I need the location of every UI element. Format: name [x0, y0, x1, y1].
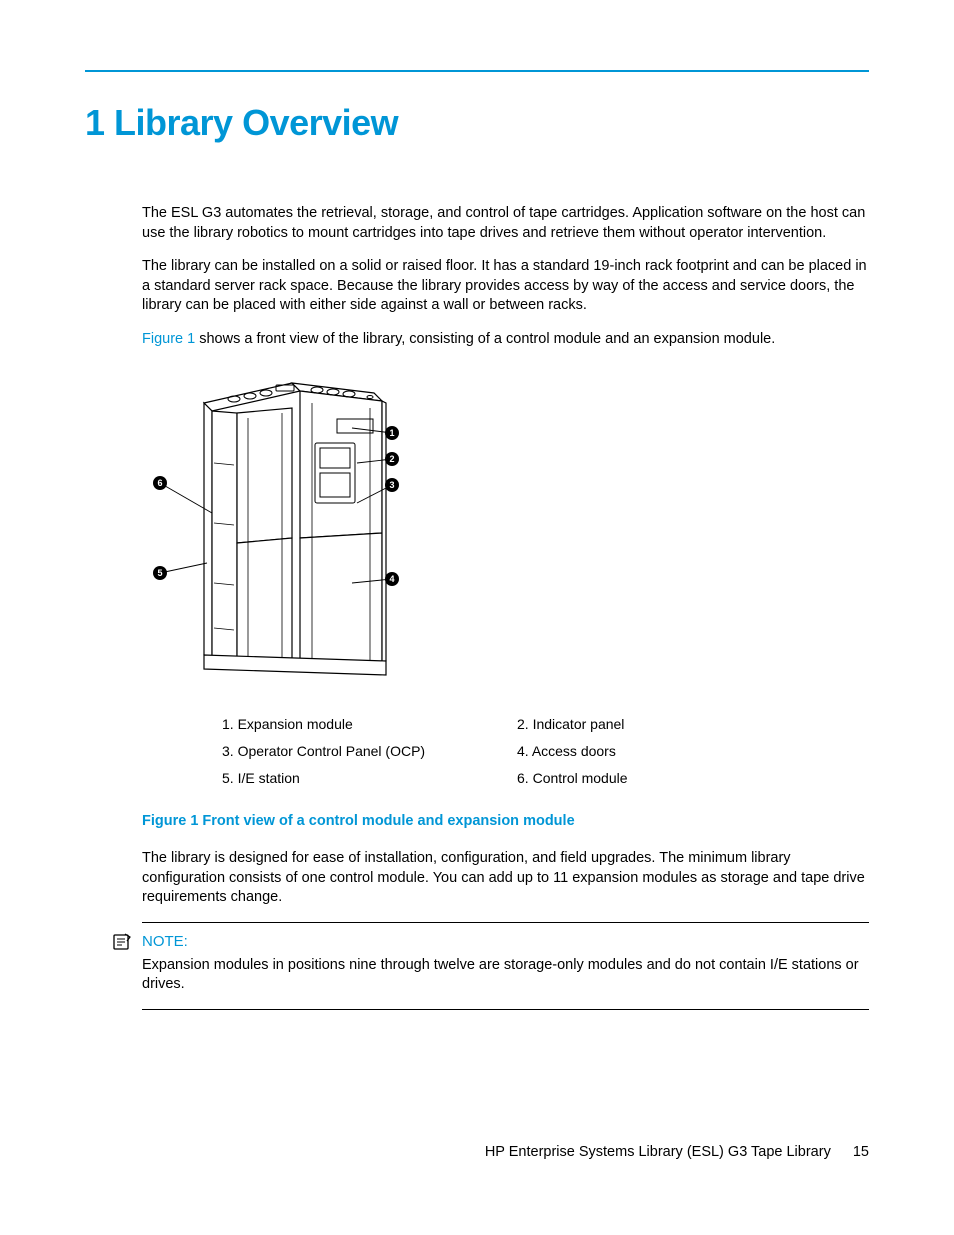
- page-footer: HP Enterprise Systems Library (ESL) G3 T…: [485, 1144, 869, 1160]
- legend-item-5: 5. I/E station: [222, 765, 517, 792]
- figure-1: 1 2 3 4 5 6 1. Expansion module 2. Indicator …: [142, 363, 869, 791]
- svg-text:5: 5: [157, 568, 162, 578]
- paragraph-3: Figure 1 shows a front view of the libra…: [142, 330, 869, 350]
- paragraph-3-rest: shows a front view of the library, consi…: [195, 331, 775, 347]
- svg-text:2: 2: [389, 454, 394, 464]
- note-block: NOTE: Expansion modules in positions nin…: [142, 922, 869, 1010]
- svg-text:4: 4: [389, 574, 394, 584]
- legend-item-4: 4. Access doors: [517, 738, 777, 765]
- chapter-title: 1 Library Overview: [85, 102, 869, 144]
- legend-item-6: 6. Control module: [517, 765, 777, 792]
- figure-1-diagram: 1 2 3 4 5 6: [142, 363, 432, 693]
- top-rule: [85, 70, 869, 72]
- note-text: Expansion modules in positions nine thro…: [142, 956, 869, 995]
- svg-text:6: 6: [157, 478, 162, 488]
- figure-caption: Figure 1 Front view of a control module …: [142, 813, 869, 829]
- svg-text:1: 1: [389, 428, 394, 438]
- footer-page-number: 15: [853, 1144, 869, 1160]
- paragraph-2: The library can be installed on a solid …: [142, 257, 869, 316]
- legend-item-3: 3. Operator Control Panel (OCP): [222, 738, 517, 765]
- note-label: NOTE:: [142, 933, 869, 950]
- legend-item-1: 1. Expansion module: [222, 711, 517, 738]
- svg-text:3: 3: [389, 480, 394, 490]
- paragraph-1: The ESL G3 automates the retrieval, stor…: [142, 204, 869, 243]
- figure-legend: 1. Expansion module 2. Indicator panel 3…: [222, 711, 869, 791]
- figure-ref-link[interactable]: Figure 1: [142, 331, 195, 347]
- legend-item-2: 2. Indicator panel: [517, 711, 777, 738]
- note-icon: [112, 933, 132, 956]
- paragraph-4: The library is designed for ease of inst…: [142, 849, 869, 908]
- footer-doc-title: HP Enterprise Systems Library (ESL) G3 T…: [485, 1144, 831, 1160]
